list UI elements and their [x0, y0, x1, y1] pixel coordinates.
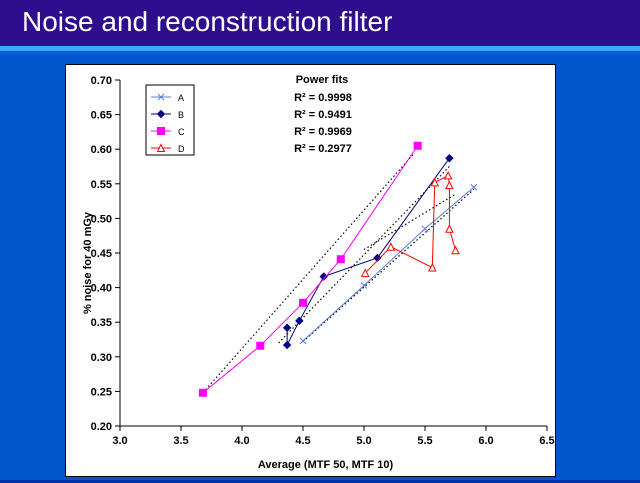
series-line-a — [302, 186, 475, 342]
marker-stroke — [470, 183, 478, 191]
fit-line-d — [363, 193, 456, 251]
x-tick-label: 6.0 — [478, 435, 493, 447]
data-point-b — [282, 340, 292, 350]
y-tick-label: 0.65 — [91, 110, 112, 122]
r-squared-label: R² = 0.9969 — [294, 126, 352, 138]
series-line-b — [286, 157, 450, 346]
fit-line-b — [278, 166, 450, 344]
annotation-title: Power fits — [296, 74, 349, 86]
data-point-a — [360, 282, 368, 289]
y-tick-label: 0.70 — [91, 75, 112, 87]
y-tick-label: 0.60 — [91, 144, 112, 156]
series-line-d — [364, 174, 456, 274]
data-point-d — [430, 177, 440, 187]
data-point-c — [256, 341, 265, 350]
y-tick-label: 0.40 — [91, 283, 112, 295]
slide-title: Noise and reconstruction filter — [22, 6, 393, 37]
legend-label-a: A — [178, 93, 184, 103]
data-point-d — [451, 245, 460, 255]
r-squared-label: R² = 0.9491 — [294, 109, 352, 121]
legend-marker-a — [157, 93, 165, 101]
x-tick-label: 5.0 — [356, 435, 371, 447]
data-point-c — [413, 141, 422, 150]
data-point-b — [445, 153, 454, 163]
marker-stroke — [360, 282, 368, 289]
data-point-a — [421, 225, 429, 233]
data-point-a — [470, 183, 478, 191]
data-point-c — [299, 298, 307, 307]
chart-panel: 3.0 3.5 4.0 4.5 5.0 5.5 6.0 6.5 0.20 0.25 0.30 0.35… — [65, 64, 556, 477]
legend-marker-d — [156, 143, 166, 152]
legend-label-c: C — [178, 127, 185, 137]
data-point-d — [445, 180, 454, 190]
x-tick-label: 3.5 — [173, 435, 188, 447]
legend-marker-b — [156, 109, 166, 119]
legend-label-d: D — [178, 144, 185, 154]
data-point-d — [443, 170, 453, 180]
x-tick-label: 3.0 — [112, 435, 127, 447]
y-tick-label: 0.45 — [91, 248, 112, 260]
x-axis-label: Average (MTF 50, MTF 10) — [258, 459, 394, 471]
legend-label-b: B — [178, 110, 184, 120]
data-point-b — [373, 253, 382, 263]
r-squared-label: R² = 0.9998 — [294, 92, 352, 104]
data-point-a — [299, 337, 307, 345]
y-tick-label: 0.20 — [91, 421, 112, 433]
data-point-c — [336, 255, 345, 264]
y-tick-label: 0.30 — [91, 352, 112, 364]
slide-header: Noise and reconstruction filter — [0, 0, 640, 46]
data-point-c — [198, 388, 207, 397]
x-tick-label: 5.5 — [417, 435, 432, 447]
legend-box — [145, 84, 195, 156]
y-tick-label: 0.55 — [91, 179, 112, 191]
r-squared-label: R² = 0.2977 — [294, 143, 352, 155]
y-axis-label: % noise for 40 mGy — [82, 211, 94, 314]
y-tick-label: 0.25 — [91, 386, 112, 398]
y-tick-label: 0.50 — [91, 213, 112, 225]
header-stripe — [0, 46, 640, 51]
marker-stroke — [157, 93, 165, 101]
data-point-b — [319, 272, 328, 281]
data-point-d — [428, 262, 437, 272]
fit-line-a — [302, 188, 475, 343]
legend-marker-c — [157, 127, 165, 135]
fit-line-c — [202, 154, 414, 394]
data-point-b — [295, 316, 304, 326]
data-point-b — [282, 323, 292, 332]
header-stripe-dark — [0, 51, 640, 55]
marker-stroke — [421, 225, 429, 233]
x-tick-label: 4.0 — [234, 435, 249, 447]
data-point-d — [445, 224, 454, 233]
marker-stroke — [299, 337, 307, 345]
data-point-d — [386, 242, 396, 251]
y-tick-label: 0.35 — [91, 317, 112, 329]
x-tick-label: 4.5 — [295, 435, 310, 447]
data-point-d — [360, 268, 370, 278]
chart-svg: 3.0 3.5 4.0 4.5 5.0 5.5 6.0 6.5 0.20 0.25 0.30 0.35… — [82, 74, 555, 471]
x-tick-label: 6.5 — [539, 435, 554, 447]
